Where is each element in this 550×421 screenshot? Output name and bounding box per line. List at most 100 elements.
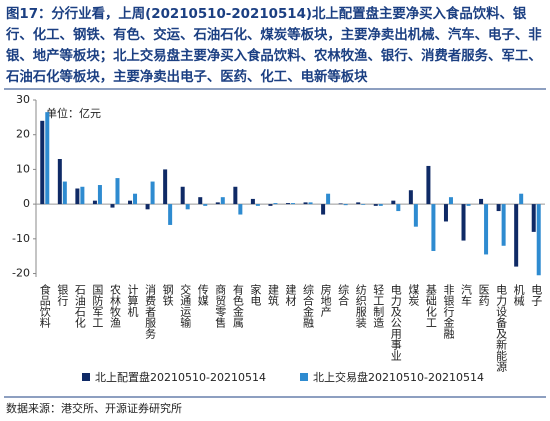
bar <box>238 204 243 215</box>
unit-label: 单位：亿元 <box>46 106 101 120</box>
x-tick-label: 食品饮料 <box>38 283 51 329</box>
legend-swatch <box>82 373 90 381</box>
bar <box>233 186 238 205</box>
legend-label: 北上配置盘20210510-20210514 <box>95 370 266 384</box>
x-tick-label: 煤炭 <box>407 284 420 307</box>
bar <box>391 200 396 205</box>
y-tick-label: -10 <box>12 232 30 245</box>
x-tick-label: 商贸零售 <box>214 283 227 329</box>
bar <box>519 193 524 205</box>
chart-title: 图17：分行业看，上周(20210510-20210514)北上配置盘主要净买入… <box>6 7 542 85</box>
bar <box>62 181 67 205</box>
bar <box>286 203 290 205</box>
bar <box>150 181 155 205</box>
bar <box>268 204 273 206</box>
bar <box>40 120 45 205</box>
x-tick-label: 纺织服装 <box>354 283 367 329</box>
y-tick-label: 10 <box>16 162 30 175</box>
bar <box>92 200 97 205</box>
y-tick-label: 20 <box>16 128 30 141</box>
bar <box>448 197 453 205</box>
x-tick-label: 医药 <box>477 284 490 307</box>
bar <box>338 203 343 205</box>
bar <box>496 204 501 212</box>
x-tick-label: 建材 <box>284 283 297 306</box>
x-tick-label: 石油石化 <box>73 284 86 329</box>
bar <box>198 197 203 205</box>
bar <box>115 178 120 205</box>
bar <box>133 193 138 205</box>
bar <box>168 204 173 225</box>
x-tick-label: 轻工制造 <box>372 283 385 328</box>
x-tick-label: 基础化工 <box>424 284 437 328</box>
bar <box>326 193 331 205</box>
bar <box>220 197 225 205</box>
bar <box>180 186 185 205</box>
bar <box>185 204 190 210</box>
bar <box>110 204 115 208</box>
bar <box>426 165 431 205</box>
bar <box>273 203 278 205</box>
bar <box>303 202 308 205</box>
bar <box>443 204 448 222</box>
x-tick-label: 电子 <box>530 284 543 306</box>
bar <box>128 200 133 205</box>
x-tick-label: 综合 <box>337 283 350 306</box>
bar <box>408 190 413 205</box>
x-tick-label: 银行 <box>56 283 69 307</box>
bar <box>461 204 466 241</box>
bar <box>501 204 506 246</box>
x-tick-label: 农林牧渔 <box>108 283 121 329</box>
bar <box>373 204 378 206</box>
bar <box>163 169 168 205</box>
bar <box>396 204 401 212</box>
bar <box>356 202 361 205</box>
bar <box>531 204 536 232</box>
x-tick-label: 传媒 <box>196 284 209 307</box>
bar <box>308 202 313 205</box>
bar <box>378 204 383 206</box>
bar <box>413 204 418 227</box>
bar <box>57 159 62 205</box>
y-tick-label: 30 <box>16 93 30 106</box>
bar <box>215 202 220 205</box>
x-tick-label: 钢铁 <box>161 284 174 306</box>
bar <box>145 204 150 210</box>
bar <box>361 204 366 205</box>
x-tick-label: 汽车 <box>460 283 473 307</box>
bar <box>255 204 260 206</box>
x-tick-label: 消费者服务 <box>144 283 157 339</box>
bar <box>250 198 255 205</box>
x-tick-label: 电力及公用事业 <box>389 284 402 361</box>
bar <box>321 204 326 215</box>
x-tick-label: 国防军工 <box>91 284 104 328</box>
x-tick-label: 建筑 <box>266 283 279 306</box>
bar <box>514 204 519 267</box>
bar <box>479 198 484 205</box>
bar <box>45 112 50 205</box>
bar <box>203 204 208 206</box>
bar <box>80 186 85 205</box>
x-tick-label: 交通运输 <box>179 283 192 329</box>
bar <box>97 185 102 205</box>
bar <box>466 204 471 206</box>
bar <box>536 204 541 276</box>
x-tick-label: 电力设备及新能源 <box>495 284 508 373</box>
x-tick-label: 房地产 <box>319 284 332 318</box>
x-tick-label: 综合金融 <box>302 283 315 329</box>
bar <box>291 203 295 205</box>
legend-label: 北上交易盘20210510-20210514 <box>313 370 484 384</box>
x-tick-label: 有色金属 <box>231 283 244 329</box>
bar <box>431 204 436 251</box>
x-tick-label: 非银行金融 <box>442 284 455 340</box>
bar <box>484 204 489 255</box>
y-tick-label: -20 <box>12 267 30 280</box>
y-tick-label: 0 <box>23 197 30 210</box>
bar <box>343 204 348 206</box>
x-tick-label: 机械 <box>512 283 525 307</box>
bar <box>75 188 80 205</box>
x-tick-label: 计算机 <box>126 284 139 317</box>
source: 数据来源：港交所、开源证券研究所 <box>6 401 182 415</box>
